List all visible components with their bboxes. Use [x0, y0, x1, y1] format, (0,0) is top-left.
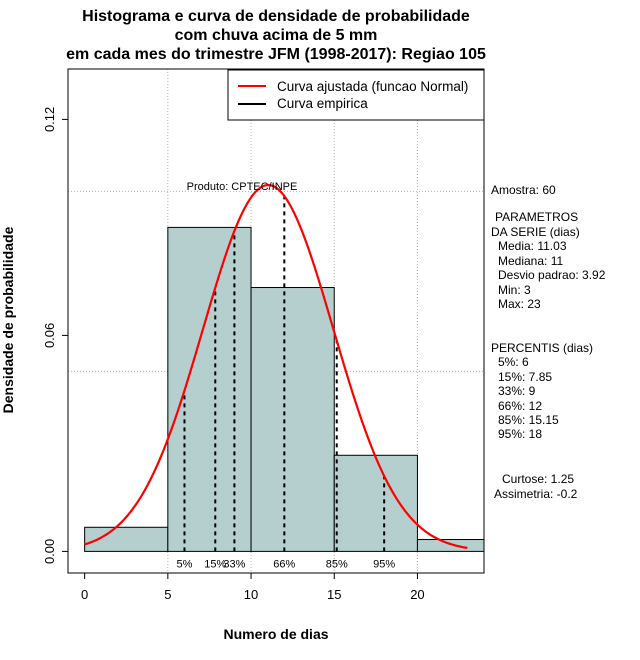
legend-label-empirical: Curva empirica [277, 96, 368, 111]
stats-amostra: Amostra: 60 [491, 183, 556, 197]
histogram-bar-4 [333, 454, 418, 552]
x-tick-label: 5 [164, 587, 171, 602]
stats-p95: 95%: 18 [498, 427, 542, 441]
percentile-label-66: 66% [273, 558, 295, 570]
chart-title-line-3: em cada mes do trimestre JFM (1998-2017)… [66, 46, 486, 63]
stats-p5: 5%: 6 [498, 355, 529, 369]
chart-title-line-2: com chuva acima de 5 mm [175, 27, 378, 44]
x-tick-label: 15 [327, 587, 341, 602]
stats-media: Media: 11.03 [498, 239, 567, 253]
stats-parametros-title-1: PARAMETROS [495, 210, 578, 224]
stats-assimetria: Assimetria: -0.2 [494, 487, 578, 501]
y-tick-label: 0.12 [42, 107, 57, 132]
stats-percentis-title: PERCENTIS (dias) [491, 341, 593, 355]
product-annotation: Produto: CPTEC/INPE [187, 181, 298, 193]
y-tick-label: 0.00 [42, 539, 57, 564]
percentile-label-85: 85% [326, 558, 348, 570]
chart-title-line-1: Histograma e curva de densidade de proba… [82, 8, 470, 25]
stats-panel: Amostra: 60 PARAMETROS DA SERIE (dias) M… [491, 183, 606, 501]
stats-p66: 66%: 12 [498, 399, 542, 413]
x-tick-label: 20 [410, 587, 424, 602]
percentile-lines: 5% 15%33% 66% 85% 95% [177, 196, 395, 570]
stats-parametros-title-2: DA SERIE (dias) [491, 225, 580, 239]
normal-curve [84, 183, 468, 550]
histogram-bar-5 [416, 539, 485, 552]
y-tick-label: 0.06 [42, 323, 57, 348]
percentile-label-33: 33% [223, 558, 245, 570]
stats-mediana: Mediana: 11 [498, 254, 563, 268]
plot-frame [67, 68, 485, 574]
histogram-bar-3 [250, 287, 335, 552]
stats-p33: 33%: 9 [498, 384, 536, 398]
stats-p85: 85%: 15.15 [498, 413, 559, 427]
x-axis-title: Numero de dias [223, 626, 328, 642]
x-tick-label: 0 [81, 587, 88, 602]
histogram-bars [84, 226, 485, 552]
stats-desvio: Desvio padrao: 3.92 [498, 268, 606, 282]
percentile-label-15: 15% [204, 558, 226, 570]
percentile-label-95: 95% [373, 558, 395, 570]
percentile-label-5: 5% [177, 558, 193, 570]
stats-min: Min: 3 [498, 283, 531, 297]
legend-box [227, 69, 485, 121]
stats-curtose: Curtose: 1.25 [502, 472, 574, 486]
legend: Curva ajustada (funcao Normal) Curva emp… [227, 69, 485, 121]
x-tick-label: 10 [244, 587, 258, 602]
histogram-bar-2 [167, 226, 252, 552]
y-axis-title: Densidade de probabilidade [0, 226, 16, 413]
stats-p15: 15%: 7.85 [498, 370, 552, 384]
stats-max: Max: 23 [498, 297, 541, 311]
legend-label-fitted: Curva ajustada (funcao Normal) [277, 79, 468, 94]
axes: 0 5 10 15 20 0.00 0.06 0.12 [42, 68, 485, 602]
normal-curve-layer [84, 183, 468, 550]
